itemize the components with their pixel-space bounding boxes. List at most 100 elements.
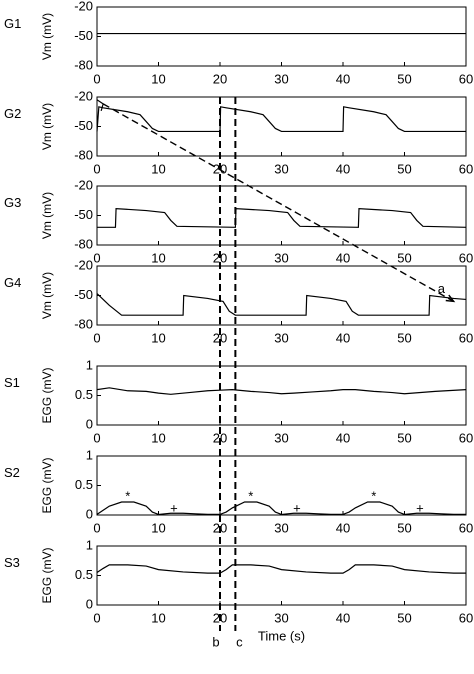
trace	[96, 501, 466, 516]
y-tick-label: -50	[74, 287, 93, 302]
arrow-tail	[96, 99, 104, 112]
y-tick-label: -50	[74, 28, 93, 43]
axes-box	[96, 545, 467, 606]
y-tick-label: 0.5	[75, 477, 93, 492]
x-tick-label: 0	[93, 71, 100, 86]
annotation: *	[371, 489, 376, 504]
x-tick-label: 40	[336, 71, 350, 86]
x-tick-label: 10	[151, 250, 165, 265]
y-axis-label: Vm (mV)	[40, 13, 54, 60]
x-tick-label: 0	[93, 330, 100, 345]
axes-box	[96, 6, 467, 67]
panel-name: G4	[4, 275, 21, 290]
y-tick-label: -50	[74, 207, 93, 222]
x-tick-label: 40	[336, 430, 350, 445]
x-tick-label: 10	[151, 161, 165, 176]
x-tick-label: 50	[397, 71, 411, 86]
panel-name: G2	[4, 106, 21, 121]
arrow-head	[445, 294, 456, 303]
panel-name: G1	[4, 16, 21, 31]
annotation: +	[416, 501, 424, 516]
x-tick-label: 10	[151, 71, 165, 86]
trace	[96, 106, 466, 133]
y-tick-label: -20	[74, 257, 93, 272]
x-tick-label: 50	[397, 520, 411, 535]
y-tick-label: 0	[86, 416, 93, 431]
x-tick-label: 50	[397, 430, 411, 445]
y-tick-label: -20	[74, 177, 93, 192]
x-tick-label: 20	[213, 430, 227, 445]
y-tick-label: -80	[74, 316, 93, 331]
trace	[96, 387, 467, 395]
x-tick-label: 40	[336, 250, 350, 265]
y-tick-label: 0.5	[75, 387, 93, 402]
x-tick-label: 30	[274, 330, 288, 345]
x-tick-label: 0	[93, 161, 100, 176]
y-axis-label: Vm (mV)	[40, 272, 54, 319]
y-tick-label: 0	[86, 596, 93, 611]
x-tick-label: 30	[274, 610, 288, 625]
annotation: *	[248, 489, 253, 504]
x-tick-label: 10	[151, 330, 165, 345]
y-tick-label: 1	[86, 447, 93, 462]
x-tick-label: 0	[93, 430, 100, 445]
x-tick-label: 40	[336, 520, 350, 535]
x-tick-label: 60	[459, 250, 473, 265]
x-tick-label: 60	[459, 71, 473, 86]
y-tick-label: -80	[74, 236, 93, 251]
y-tick-label: -50	[74, 118, 93, 133]
y-tick-label: -80	[74, 147, 93, 162]
x-tick-label: 50	[397, 330, 411, 345]
annotation: +	[170, 501, 178, 516]
x-tick-label: 60	[459, 610, 473, 625]
annotation: *	[125, 489, 130, 504]
arrow-label: a	[438, 281, 446, 296]
x-tick-label: 10	[151, 520, 165, 535]
event-label: c	[236, 634, 243, 649]
event-label: b	[212, 634, 219, 649]
y-axis-label: Vm (mV)	[40, 103, 54, 150]
panel-name: G3	[4, 195, 21, 210]
x-tick-label: 60	[459, 520, 473, 535]
x-axis-label: Time (s)	[258, 628, 305, 643]
y-tick-label: 1	[86, 537, 93, 552]
x-tick-label: 30	[274, 250, 288, 265]
y-tick-label: 0	[86, 506, 93, 521]
y-axis-label: Vm (mV)	[40, 192, 54, 239]
panel-name: S3	[4, 555, 20, 570]
axes-box	[96, 265, 467, 326]
x-tick-label: 30	[274, 520, 288, 535]
propagation-arrow	[102, 103, 455, 303]
annotation: +	[293, 501, 301, 516]
panel-name: S1	[4, 375, 20, 390]
x-tick-label: 50	[397, 250, 411, 265]
y-tick-label: 1	[86, 357, 93, 372]
y-axis-label: EGG (mV)	[40, 367, 54, 423]
x-tick-label: 50	[397, 161, 411, 176]
x-tick-label: 60	[459, 161, 473, 176]
trace	[96, 564, 466, 574]
x-tick-label: 30	[274, 161, 288, 176]
y-tick-label: -80	[74, 57, 93, 72]
x-tick-label: 20	[213, 71, 227, 86]
x-tick-label: 40	[336, 330, 350, 345]
y-axis-label: EGG (mV)	[40, 547, 54, 603]
y-tick-label: -20	[74, 88, 93, 103]
axes-box	[96, 455, 467, 516]
x-tick-label: 20	[213, 330, 227, 345]
y-axis-label: EGG (mV)	[40, 457, 54, 513]
x-tick-label: 10	[151, 610, 165, 625]
x-tick-label: 0	[93, 610, 100, 625]
panel-name: S2	[4, 465, 20, 480]
trace	[97, 207, 467, 228]
axes-box	[96, 185, 467, 246]
x-tick-label: 0	[93, 250, 100, 265]
x-tick-label: 60	[459, 430, 473, 445]
axes-box	[96, 96, 467, 157]
x-tick-label: 0	[93, 520, 100, 535]
y-tick-label: -20	[74, 0, 93, 13]
x-tick-label: 60	[459, 330, 473, 345]
x-tick-label: 10	[151, 430, 165, 445]
x-tick-label: 30	[274, 71, 288, 86]
